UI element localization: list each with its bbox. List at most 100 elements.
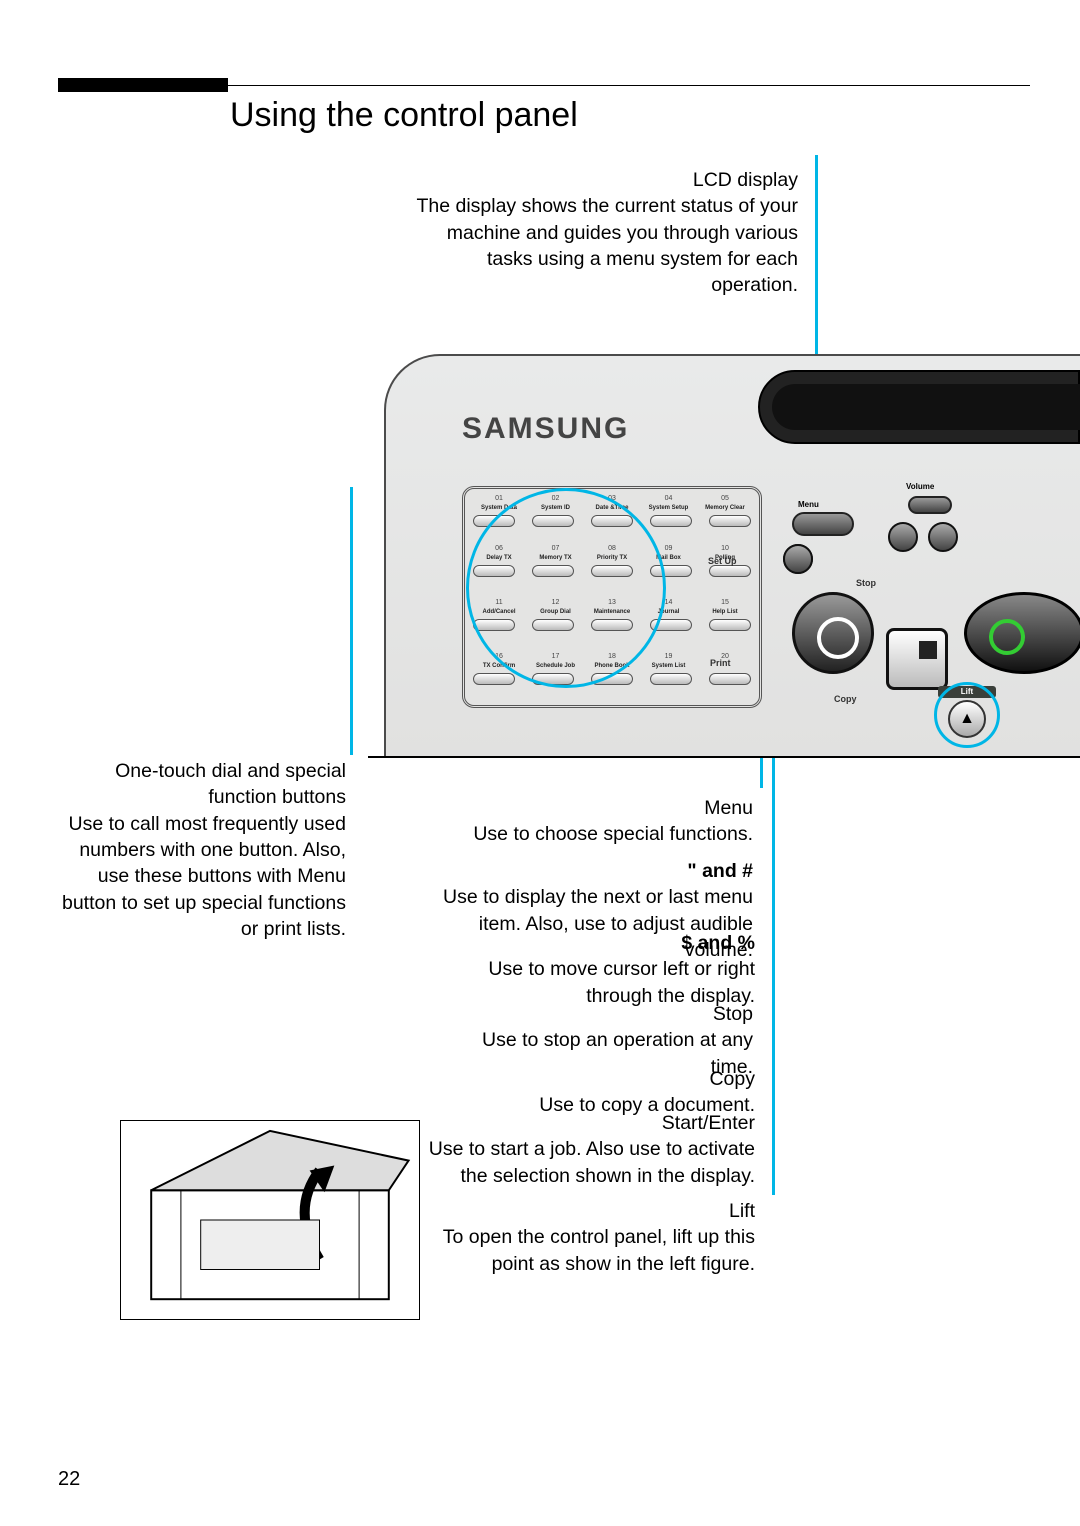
callout-arrows2-title: $ and % <box>681 932 755 954</box>
key-label: System Setup <box>643 505 695 511</box>
callout-onetouch-title: One-touch dial and special function butt… <box>115 760 346 808</box>
callout-line-lift <box>772 737 775 1195</box>
page-number: 22 <box>58 1468 80 1491</box>
onetouch-key[interactable] <box>650 673 692 685</box>
lcd-inner <box>772 384 1080 430</box>
brand-logo: SAMSUNG <box>462 412 629 446</box>
button-cluster: Menu Volume Stop Copy Lift ▲ <box>778 482 1078 722</box>
onetouch-key[interactable] <box>591 673 633 685</box>
onetouch-key[interactable] <box>650 619 692 631</box>
key-label: Maintenance <box>586 609 638 615</box>
print-label: Print <box>710 658 731 668</box>
key-num: 14 <box>643 599 695 606</box>
key-num: 17 <box>530 653 582 660</box>
key-num: 12 <box>530 599 582 606</box>
onetouch-key[interactable] <box>473 673 515 685</box>
key-num: 04 <box>643 495 695 502</box>
callout-arrows1-title: " and # <box>687 860 753 882</box>
onetouch-key[interactable] <box>473 619 515 631</box>
key-num: 16 <box>473 653 525 660</box>
callout-menu-title: Menu <box>704 797 753 819</box>
key-label: TX Confirm <box>473 663 525 669</box>
key-num: 15 <box>699 599 751 606</box>
key-num: 08 <box>586 545 638 552</box>
copy-button[interactable] <box>886 628 948 690</box>
onetouch-key[interactable] <box>591 565 633 577</box>
callout-onetouch: One-touch dial and special function butt… <box>56 758 346 942</box>
callout-arrows-leftright: $ and % Use to move cursor left or right… <box>476 930 755 1009</box>
lift-highlight-circle <box>934 682 1000 748</box>
onetouch-key[interactable] <box>591 515 633 527</box>
copy-label: Copy <box>834 694 857 704</box>
key-num: 09 <box>643 545 695 552</box>
key-num: 07 <box>530 545 582 552</box>
setup-label: Set Up <box>708 556 737 566</box>
onetouch-key[interactable] <box>591 619 633 631</box>
callout-lcd: LCD display The display shows the curren… <box>400 167 798 299</box>
key-num: 03 <box>586 495 638 502</box>
onetouch-key[interactable] <box>473 565 515 577</box>
volume-button[interactable] <box>908 496 952 514</box>
callout-start-body: Use to start a job. Also use to activate… <box>429 1138 755 1186</box>
menu-button[interactable] <box>792 512 854 536</box>
lift-figure-svg <box>121 1121 419 1319</box>
key-label: Phone Book <box>586 663 638 669</box>
callout-lift-title: Lift <box>729 1200 755 1222</box>
onetouch-key[interactable] <box>532 515 574 527</box>
callout-lcd-body: The display shows the current status of … <box>416 195 798 296</box>
onetouch-key[interactable] <box>709 565 751 577</box>
volume-label: Volume <box>906 482 934 491</box>
key-label: System List <box>643 663 695 669</box>
key-label: Date &Time <box>586 505 638 511</box>
callout-start-title: Start/Enter <box>662 1112 755 1134</box>
key-num: 01 <box>473 495 525 502</box>
arrow-up-button[interactable] <box>888 522 918 552</box>
onetouch-key[interactable] <box>650 565 692 577</box>
key-label: System Data <box>473 505 525 511</box>
device-panel: SAMSUNG 01 02 03 04 05 System Data Syste… <box>384 354 1080 756</box>
key-label: Add/Cancel <box>473 609 525 615</box>
callout-copy-title: Copy <box>709 1068 755 1090</box>
onetouch-grid: 01 02 03 04 05 System Data System ID Dat… <box>462 486 762 708</box>
callout-menu: Menu Use to choose special functions. <box>435 795 753 848</box>
onetouch-key[interactable] <box>532 565 574 577</box>
key-label: Schedule Job <box>530 663 582 669</box>
page-heading: Using the control panel <box>230 96 578 135</box>
callout-line-onetouch <box>350 487 353 755</box>
onetouch-key[interactable] <box>532 619 574 631</box>
stop-label: Stop <box>856 578 876 588</box>
stop-button[interactable] <box>792 592 874 674</box>
onetouch-key[interactable] <box>709 619 751 631</box>
key-num: 11 <box>473 599 525 606</box>
onetouch-key[interactable] <box>650 515 692 527</box>
onetouch-key[interactable] <box>532 673 574 685</box>
lift-figure <box>120 1120 420 1320</box>
key-num: 19 <box>643 653 695 660</box>
callout-onetouch-body: Use to call most frequently used numbers… <box>62 813 346 940</box>
callout-start: Start/Enter Use to start a job. Also use… <box>410 1110 755 1189</box>
onetouch-key[interactable] <box>709 673 751 685</box>
key-label: Help List <box>699 609 751 615</box>
key-label: Group Dial <box>530 609 582 615</box>
key-num: 13 <box>586 599 638 606</box>
key-label: Journal <box>643 609 695 615</box>
onetouch-key[interactable] <box>709 515 751 527</box>
callout-arrows2-body: Use to move cursor left or right through… <box>488 958 755 1006</box>
key-label: Mail Box <box>643 555 695 561</box>
start-enter-button[interactable] <box>964 592 1080 674</box>
key-label: Delay TX <box>473 555 525 561</box>
menu-label: Menu <box>798 500 819 509</box>
key-num: 02 <box>530 495 582 502</box>
key-label: Memory TX <box>530 555 582 561</box>
callout-menu-body: Use to choose special functions. <box>473 823 753 845</box>
page-header-rule <box>228 85 1030 86</box>
key-label: Priority TX <box>586 555 638 561</box>
arrow-right-button[interactable] <box>783 544 813 574</box>
callout-lcd-title: LCD display <box>693 169 798 191</box>
onetouch-key[interactable] <box>473 515 515 527</box>
page-header-bar <box>58 78 228 92</box>
callout-lift-body: To open the control panel, lift up this … <box>443 1226 755 1274</box>
arrow-down-button[interactable] <box>928 522 958 552</box>
key-num: 05 <box>699 495 751 502</box>
key-num: 06 <box>473 545 525 552</box>
